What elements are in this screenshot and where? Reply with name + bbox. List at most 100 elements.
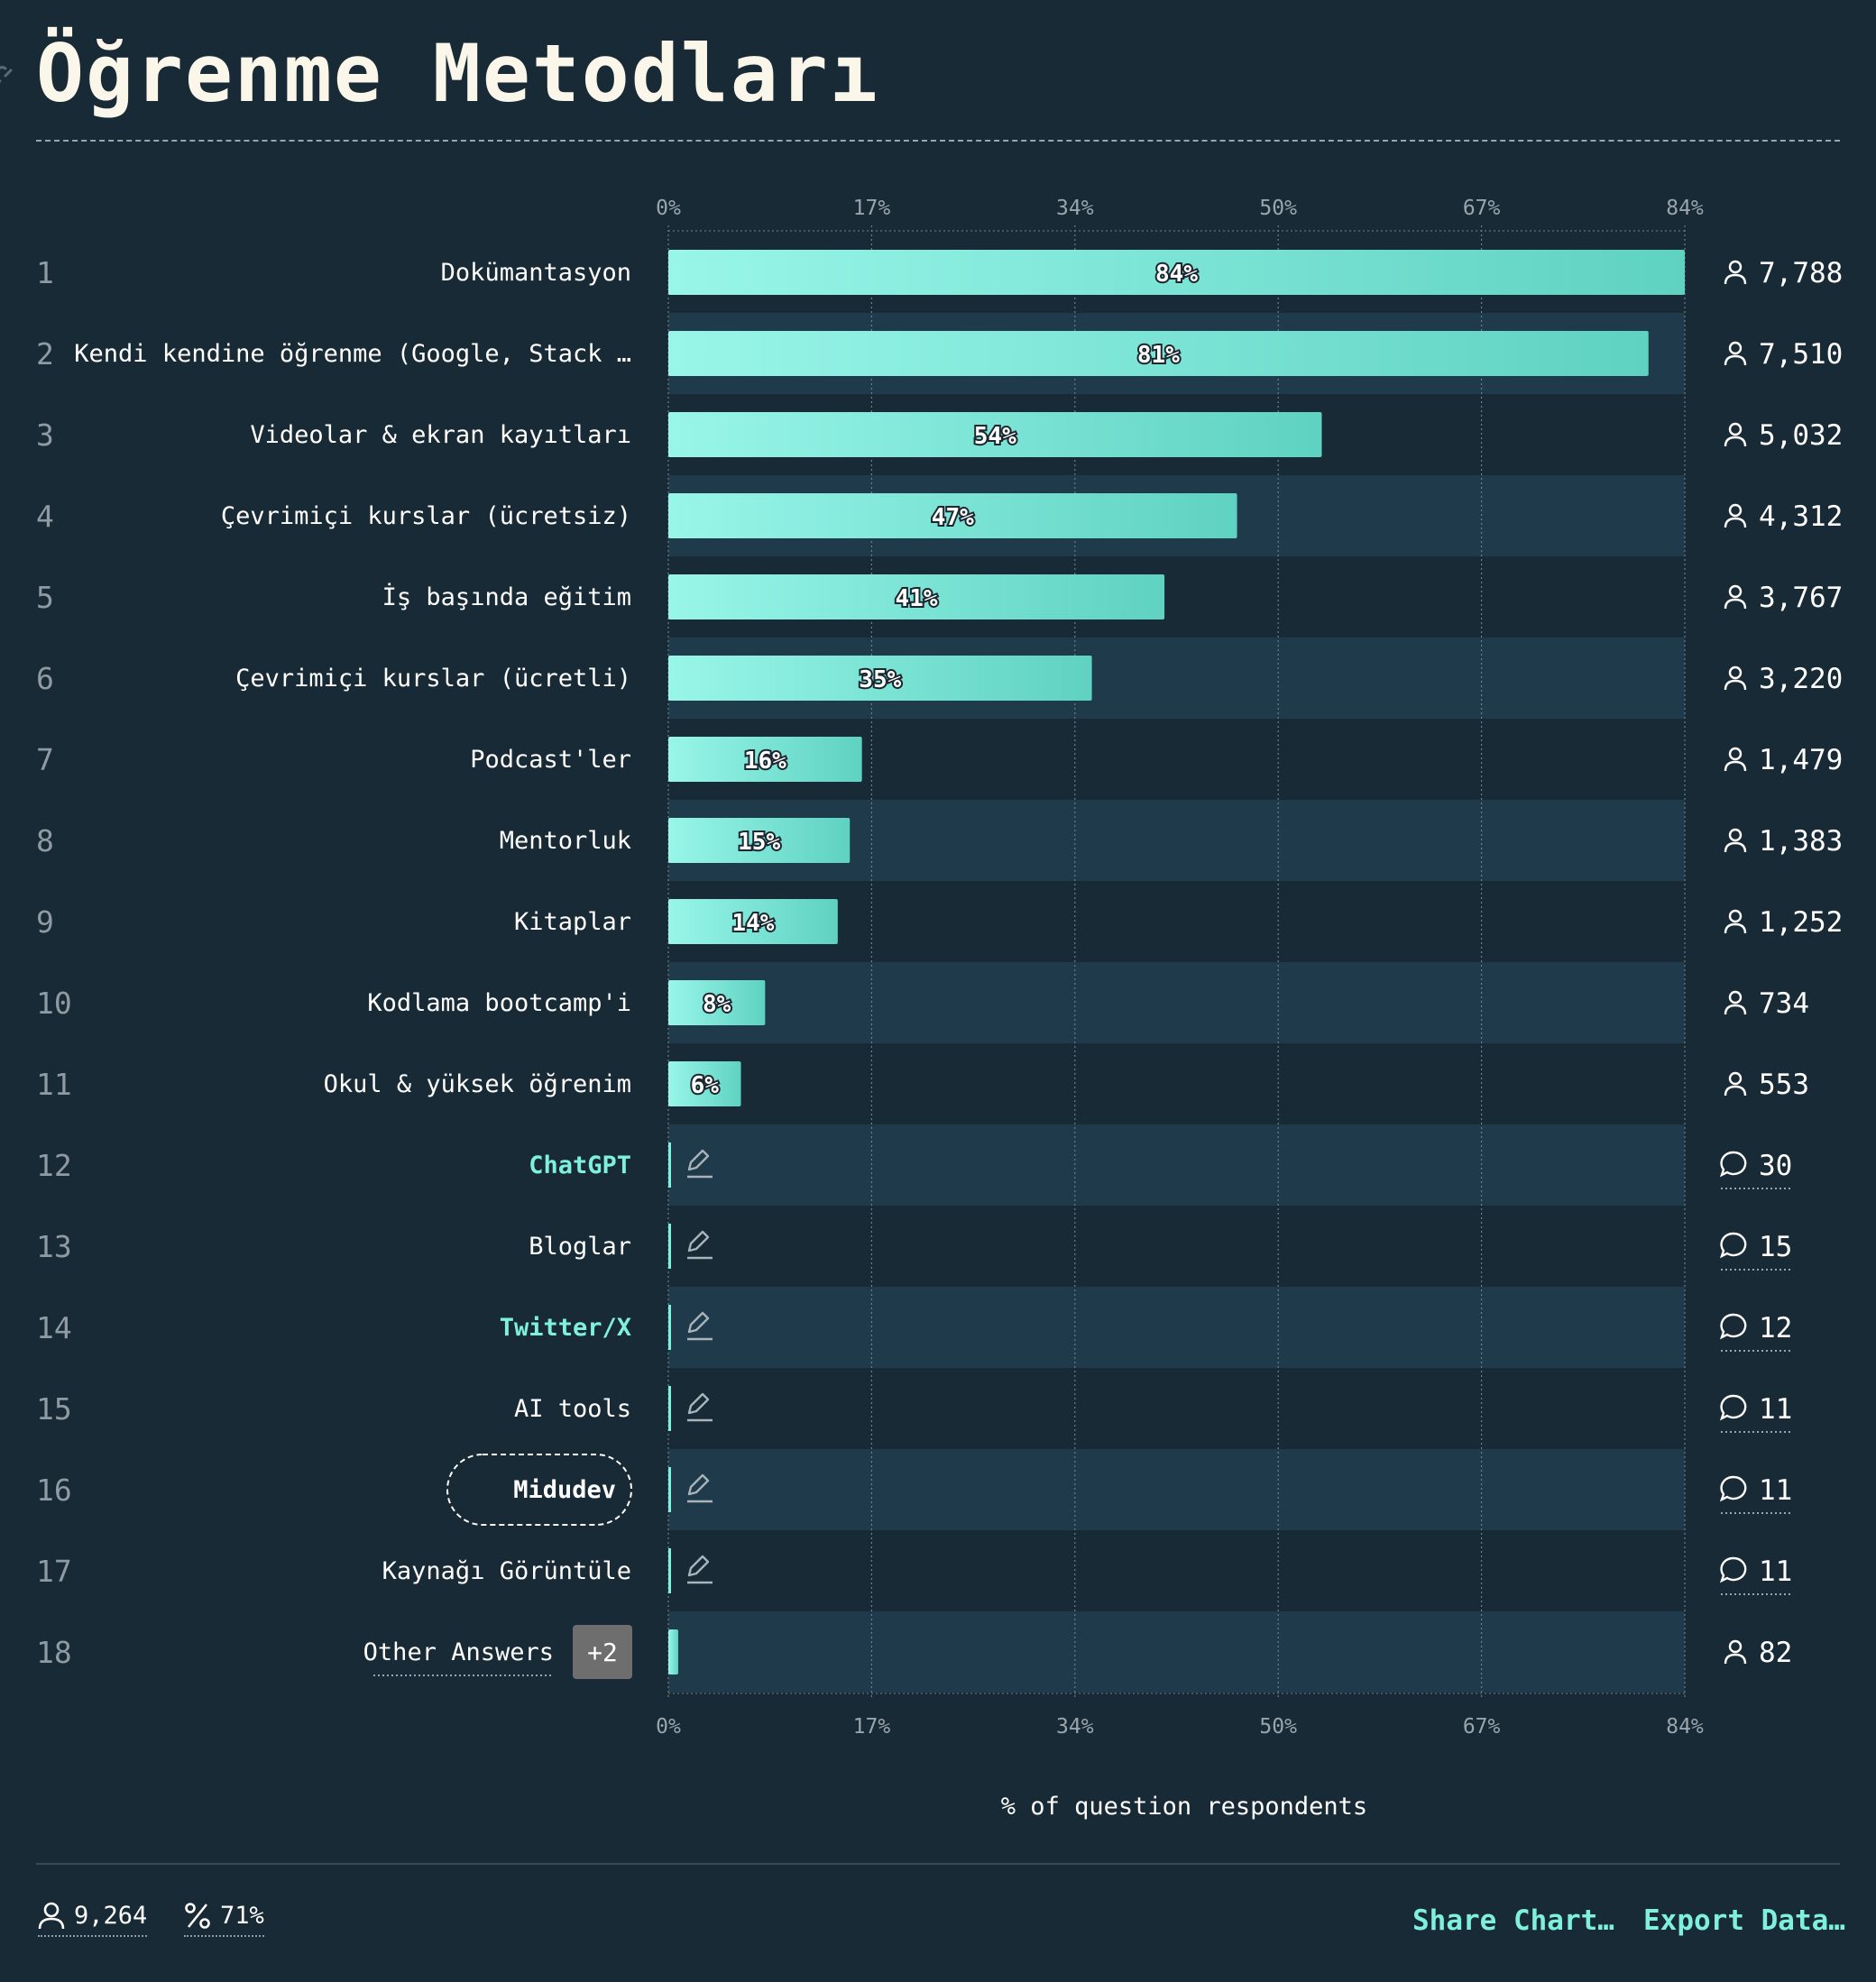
row-count: 5,032 — [1759, 419, 1843, 452]
person-icon — [1724, 990, 1747, 1015]
row-label[interactable]: Twitter/X — [500, 1314, 631, 1342]
bar[interactable] — [668, 737, 862, 782]
bar-value-label: 8% — [703, 991, 731, 1018]
bar[interactable] — [668, 412, 1322, 457]
more-badge-label[interactable]: +2 — [587, 1638, 618, 1667]
row-count[interactable]: 11 — [1759, 1555, 1792, 1588]
row-rank: 2 — [36, 336, 54, 372]
row-rank: 7 — [36, 742, 54, 777]
person-icon — [1724, 828, 1747, 853]
export-data-link[interactable]: Export Data… — [1643, 1904, 1845, 1937]
row-rank: 18 — [36, 1635, 72, 1670]
row-band — [668, 1124, 1685, 1206]
pencil-icon[interactable] — [687, 1555, 713, 1584]
bar[interactable] — [668, 980, 766, 1025]
row-label: Mentorluk — [500, 827, 631, 855]
bar[interactable] — [668, 331, 1649, 376]
row-rank: 12 — [36, 1148, 72, 1183]
row-rank: 17 — [36, 1554, 72, 1589]
row-count: 1,479 — [1759, 744, 1843, 776]
row-count[interactable]: 12 — [1759, 1312, 1792, 1344]
row-band — [668, 1611, 1685, 1693]
percent-stat[interactable]: 71% — [184, 1901, 264, 1937]
page-title: Öğrenme Metodları — [36, 27, 879, 120]
person-icon — [1724, 503, 1747, 528]
row-rank: 5 — [36, 580, 54, 615]
row-rank: 8 — [36, 823, 54, 858]
more-badge[interactable] — [573, 1625, 632, 1679]
row-band — [668, 1287, 1685, 1368]
freeform-marker — [668, 1305, 671, 1350]
bar-value-label: 6% — [691, 1072, 720, 1099]
x-tick-label-top: 34% — [1056, 197, 1094, 220]
row-count[interactable]: 30 — [1759, 1150, 1792, 1182]
bar[interactable] — [668, 574, 1165, 619]
x-tick-label-bottom: 17% — [853, 1715, 891, 1739]
freeform-marker — [668, 1142, 671, 1188]
footer-divider — [36, 1863, 1840, 1865]
row-count: 3,767 — [1759, 582, 1843, 614]
row-count[interactable]: 15 — [1759, 1231, 1792, 1263]
x-tick-label-bottom: 67% — [1463, 1715, 1501, 1739]
row-label: Çevrimiçi kurslar (ücretli) — [235, 665, 631, 693]
row-count[interactable]: 11 — [1759, 1393, 1792, 1426]
pencil-icon[interactable] — [687, 1230, 713, 1260]
share-chart-link[interactable]: Share Chart… — [1412, 1904, 1614, 1937]
bar-value-label: 84% — [1155, 261, 1198, 288]
row-label[interactable]: Midudev — [513, 1476, 616, 1504]
percent-value: 71% — [220, 1901, 264, 1930]
pencil-icon[interactable] — [687, 1392, 713, 1422]
pencil-icon[interactable] — [687, 1473, 713, 1503]
row-rank: 4 — [36, 499, 54, 534]
respondents-stat[interactable]: 9,264 — [38, 1901, 148, 1937]
row-rank: 15 — [36, 1391, 72, 1427]
comment-icon — [1719, 1394, 1747, 1421]
row-rank: 9 — [36, 904, 54, 940]
pencil-icon[interactable] — [687, 1149, 713, 1179]
person-icon — [1724, 341, 1747, 366]
person-icon — [1724, 260, 1747, 285]
freeform-marker — [668, 1548, 671, 1593]
row-band — [668, 1449, 1685, 1530]
person-icon — [1724, 584, 1747, 610]
person-icon — [1724, 909, 1747, 934]
x-tick-label-bottom: 0% — [656, 1715, 681, 1739]
bar-chart: 0% 0% 17% 17% 34% 34% 50% 50% 67% 67% 84% 84% % of q… — [36, 197, 1843, 1821]
row-rank: 10 — [36, 986, 72, 1021]
comment-icon — [1719, 1313, 1747, 1340]
x-tick-label-bottom: 34% — [1056, 1715, 1094, 1739]
row-band — [668, 962, 1685, 1043]
bar[interactable] — [668, 493, 1237, 538]
bar[interactable] — [668, 899, 838, 944]
person-icon — [1724, 1639, 1747, 1665]
row-count: 734 — [1759, 987, 1809, 1020]
row-label: İş başında eğitim — [382, 583, 631, 611]
row-label: Okul & yüksek öğrenim — [324, 1070, 631, 1098]
person-icon — [1724, 1071, 1747, 1097]
row-label: AI tools — [514, 1395, 631, 1423]
row-label[interactable]: ChatGPT — [529, 1152, 631, 1179]
bar[interactable] — [668, 1061, 741, 1106]
x-tick-label-top: 50% — [1259, 197, 1297, 220]
x-tick-label-top: 0% — [656, 197, 681, 220]
bar[interactable] — [668, 1629, 678, 1675]
comment-icon — [1719, 1556, 1747, 1583]
row-label: Kitaplar — [514, 908, 631, 936]
other-answers-label[interactable]: Other Answers — [363, 1638, 554, 1666]
row-label: Kendi kendine öğrenme (Google, Stack … — [74, 340, 631, 368]
x-tick-label-top: 84% — [1666, 197, 1704, 220]
bar[interactable] — [668, 250, 1685, 295]
bar[interactable] — [668, 818, 851, 863]
freeform-marker — [668, 1467, 671, 1512]
comment-icon — [1719, 1151, 1747, 1178]
link-icon[interactable] — [0, 63, 18, 90]
highlight-pill[interactable] — [446, 1454, 632, 1526]
bar-value-label: 47% — [932, 504, 974, 531]
freeform-marker — [668, 1386, 671, 1431]
respondents-count: 9,264 — [74, 1901, 148, 1930]
bar[interactable] — [668, 656, 1092, 701]
x-tick-label-top: 67% — [1463, 197, 1501, 220]
row-count: 1,252 — [1759, 906, 1843, 939]
pencil-icon[interactable] — [687, 1311, 713, 1341]
row-count[interactable]: 11 — [1759, 1474, 1792, 1507]
